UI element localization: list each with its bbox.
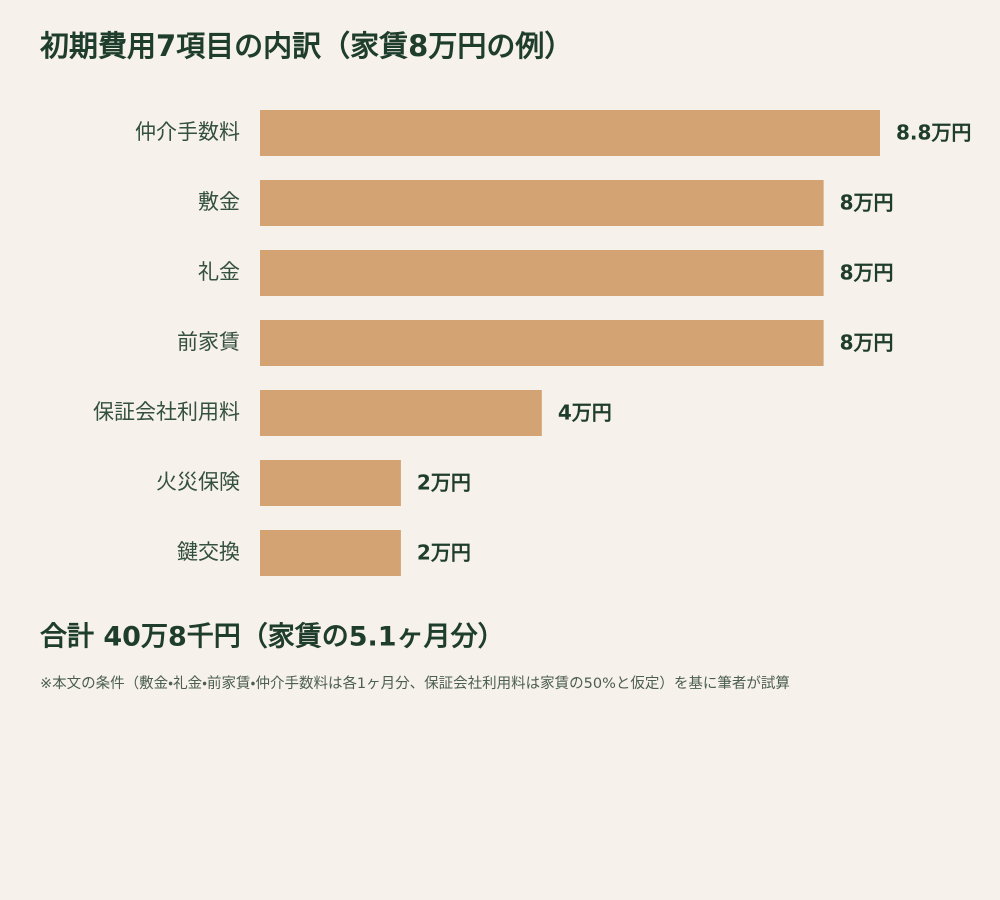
- total: 合計 40万8千円（家賃の5.1ヶ月分）: [40, 622, 505, 653]
- value-label: 8.8万円: [896, 121, 971, 145]
- bar: [260, 110, 880, 156]
- category-label: 礼金: [198, 260, 240, 284]
- category-label: 前家賃: [177, 330, 240, 354]
- value-label: 4万円: [558, 401, 612, 425]
- category-label: 鍵交換: [177, 540, 240, 564]
- bar: [260, 390, 542, 436]
- value-label: 2万円: [417, 471, 471, 495]
- value-label: 2万円: [417, 541, 471, 565]
- bar: [260, 460, 401, 506]
- chart-title: 初期費用7項目の内訳（家賃8万円の例）: [39, 29, 573, 63]
- note: ※本文の条件（敷金・礼金・前家賃・仲介手数料は各1ヶ月分、保証会社利用料は家賃の…: [40, 674, 790, 692]
- value-label: 8万円: [840, 261, 894, 285]
- value-label: 8万円: [840, 331, 894, 355]
- bar: [260, 530, 401, 576]
- category-label: 仲介手数料: [135, 120, 240, 144]
- value-label: 8万円: [840, 191, 894, 215]
- category-label: 敷金: [198, 190, 240, 214]
- bar: [260, 250, 824, 296]
- bar: [260, 180, 824, 226]
- category-label: 火災保険: [156, 470, 240, 494]
- category-label: 保証会社利用料: [93, 400, 240, 424]
- bar: [260, 320, 824, 366]
